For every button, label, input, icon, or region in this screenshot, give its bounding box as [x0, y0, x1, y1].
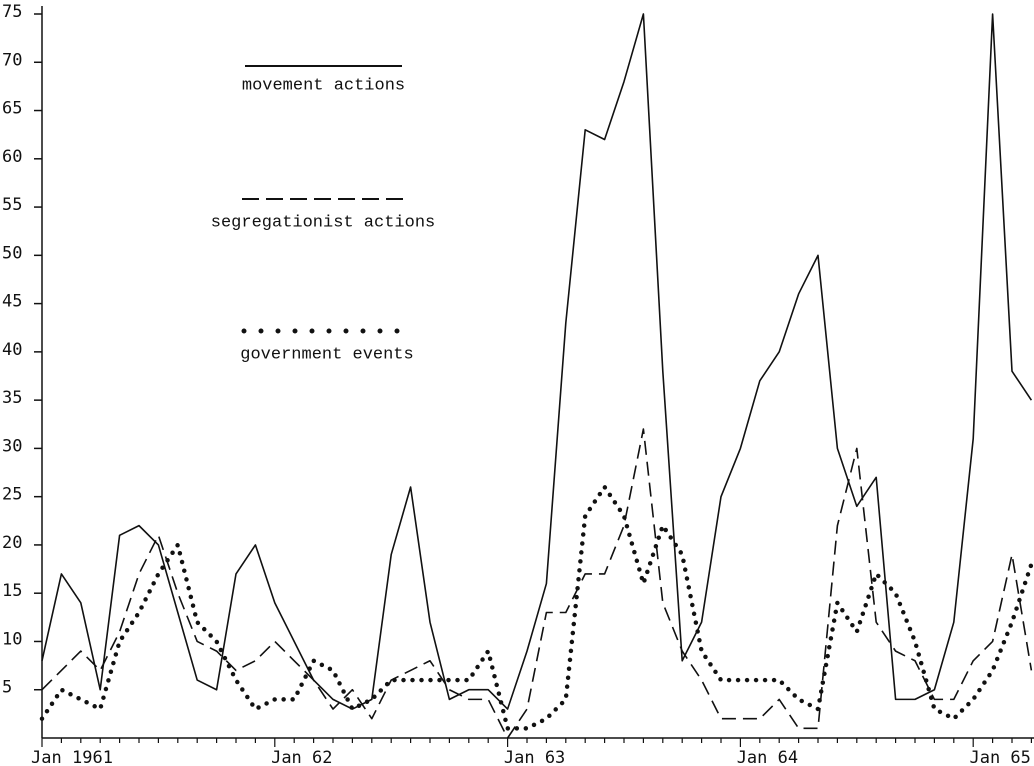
series-line: [41, 13, 1033, 710]
x-tick-label: Jan 1961: [31, 748, 113, 766]
y-tick-label: 50: [2, 243, 22, 263]
y-tick-label: 40: [2, 340, 22, 360]
legend-label: movement actions: [242, 76, 405, 95]
x-tick-label: Jan 62: [271, 748, 332, 766]
y-tick-label: 45: [2, 292, 22, 312]
y-tick-label: 15: [2, 581, 22, 601]
x-tick-label: Jan 64: [737, 748, 798, 766]
x-tick-label: Jan 65: [969, 748, 1030, 766]
y-tick-label: 60: [2, 147, 22, 167]
x-tick-label: Jan 63: [504, 748, 565, 766]
legend-label: segregationist actions: [211, 213, 435, 232]
y-tick-label: 10: [2, 629, 22, 649]
y-tick-label: 75: [2, 2, 22, 22]
y-tick-label: 30: [2, 436, 22, 456]
y-tick-label: 55: [2, 195, 22, 215]
y-tick-label: 20: [2, 533, 22, 553]
y-tick-label: 35: [2, 388, 22, 408]
y-tick-label: 25: [2, 485, 22, 505]
y-tick-label: 65: [2, 99, 22, 119]
series-line: [39, 484, 1034, 731]
series-line: [41, 428, 1033, 739]
y-tick-label: 5: [2, 678, 12, 698]
y-tick-label: 70: [2, 50, 22, 70]
legend-label: government events: [240, 345, 413, 364]
